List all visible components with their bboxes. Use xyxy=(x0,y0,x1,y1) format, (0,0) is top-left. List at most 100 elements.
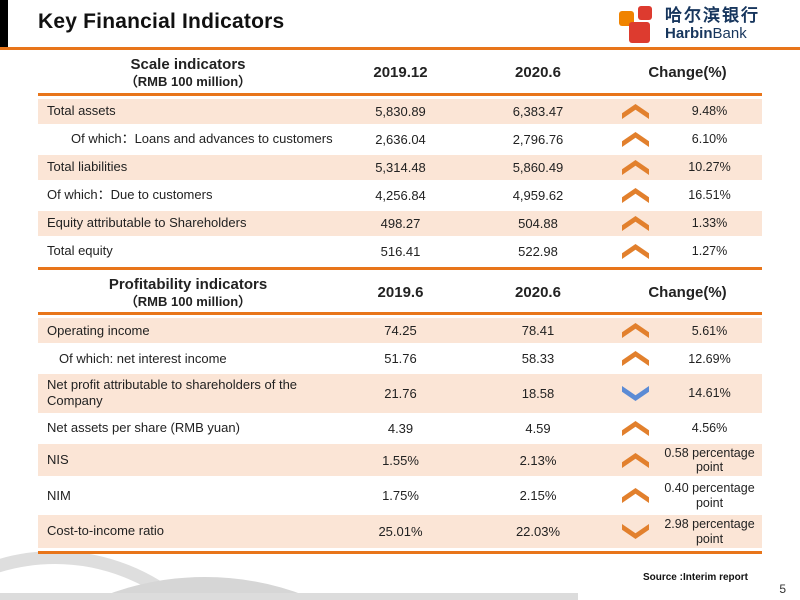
up-arrow-icon xyxy=(613,420,657,436)
change-cell: 6.10% xyxy=(613,130,762,149)
value-period-2: 22.03% xyxy=(515,524,561,540)
change-value-wrap: 0.58 percentage point xyxy=(657,446,762,475)
up-arrow-icon xyxy=(613,103,657,119)
logo-chinese-text: 哈尔滨银行 xyxy=(665,6,760,27)
down-arrow-icon xyxy=(613,385,657,401)
change-value: 12.69% xyxy=(688,351,731,366)
table-row: NIM 1.75% 2.15% 0.40 percentage point xyxy=(38,479,762,512)
up-arrow-icon xyxy=(613,131,657,147)
table-row: Of which：Loans and advances to customers… xyxy=(38,127,762,152)
value-period-1: 516.41 xyxy=(380,243,421,259)
change-value: 0.40 percentage point xyxy=(664,481,755,510)
change-value-wrap: 14.61% xyxy=(657,386,762,400)
bank-logo-icon xyxy=(619,6,657,44)
row-label: NIM xyxy=(47,487,71,503)
row-label: Operating income xyxy=(47,322,150,338)
change-value-wrap: 5.61% xyxy=(657,324,762,338)
value-period-1: 21.76 xyxy=(384,385,417,401)
change-cell: 14.61% xyxy=(613,384,762,403)
change-value-wrap: 1.33% xyxy=(657,216,762,230)
value-period-2: 18.58 xyxy=(521,385,555,401)
table-row: Equity attributable to Shareholders 498.… xyxy=(38,210,762,236)
harbin-bank-logo: 哈尔滨银行 HarbinBank xyxy=(619,6,760,44)
change-cell: 12.69% xyxy=(613,349,762,368)
change-cell: 1.27% xyxy=(613,242,762,261)
up-arrow-icon xyxy=(613,351,657,367)
change-value: 16.51% xyxy=(688,187,731,202)
content-area: Scale indicators （RMB 100 million） 2019.… xyxy=(38,56,762,554)
row-label: NIS xyxy=(47,451,69,467)
value-period-1: 51.76 xyxy=(384,351,417,367)
change-value-wrap: 10.27% xyxy=(657,160,762,174)
row-label: Of which: net interest income xyxy=(59,350,227,366)
change-value-wrap: 16.51% xyxy=(657,188,762,202)
logo-english-text: HarbinBank xyxy=(665,25,747,43)
table-title: Scale indicators xyxy=(130,56,246,73)
value-period-2: 522.98 xyxy=(518,243,558,259)
change-value: 9.48% xyxy=(691,103,728,118)
up-arrow-icon xyxy=(613,452,657,468)
column-header-change: Change(%) xyxy=(648,64,727,82)
change-value-wrap: 9.48% xyxy=(657,104,762,118)
change-cell: 0.58 percentage point xyxy=(613,444,762,477)
change-value-wrap: 6.10% xyxy=(657,132,762,146)
value-period-1: 4.39 xyxy=(387,420,414,436)
table-row: Net assets per share (RMB yuan) 4.39 4.5… xyxy=(38,416,762,441)
table-unit: （RMB 100 million） xyxy=(124,74,252,89)
change-value: 0.58 percentage point xyxy=(664,445,755,475)
table-row: Operating income 74.25 78.41 5.61% xyxy=(38,318,762,344)
value-period-1: 5,830.89 xyxy=(375,103,426,119)
value-period-1: 2,636.04 xyxy=(375,131,426,147)
bottom-bar xyxy=(0,593,578,600)
change-cell: 4.56% xyxy=(613,419,762,438)
value-period-2: 2.13% xyxy=(519,452,557,468)
column-header-change: Change(%) xyxy=(648,283,727,301)
table-row: NIS 1.55% 2.13% 0.58 percentage point xyxy=(38,443,762,477)
change-cell: 9.48% xyxy=(613,102,762,121)
table-unit: （RMB 100 million） xyxy=(124,293,252,309)
row-label: Total equity xyxy=(47,242,113,258)
row-label: Of which：Due to customers xyxy=(47,186,213,202)
scale-indicators-table: Scale indicators （RMB 100 million） 2019.… xyxy=(38,56,762,270)
change-value: 1.33% xyxy=(691,215,728,230)
table-header: Scale indicators （RMB 100 million） 2019.… xyxy=(38,56,762,96)
value-period-1: 4,256.84 xyxy=(375,187,426,203)
change-value-wrap: 4.56% xyxy=(657,421,762,435)
table-row: Of which: net interest income 51.76 58.3… xyxy=(38,346,762,371)
value-period-2: 504.88 xyxy=(518,215,558,231)
change-value: 5.61% xyxy=(691,323,728,338)
value-period-1: 1.55% xyxy=(382,452,419,468)
change-cell: 16.51% xyxy=(613,186,762,205)
up-arrow-icon xyxy=(613,323,657,339)
table-row: Net profit attributable to shareholders … xyxy=(38,374,762,413)
value-period-2: 6,383.47 xyxy=(512,103,564,119)
table-body: Operating income 74.25 78.41 5.61% Of wh… xyxy=(38,315,762,548)
table-row: Total equity 516.41 522.98 1.27% xyxy=(38,239,762,264)
value-period-1: 1.75% xyxy=(382,488,419,504)
change-value-wrap: 12.69% xyxy=(657,352,762,366)
profitability-indicators-table: Profitability indicators （RMB 100 millio… xyxy=(38,276,762,554)
table-title: Profitability indicators xyxy=(108,275,268,293)
change-value: 6.10% xyxy=(691,131,728,146)
title-underline xyxy=(0,47,800,50)
page-number: 5 xyxy=(779,582,786,596)
change-cell: 1.33% xyxy=(613,214,762,233)
value-period-2: 58.33 xyxy=(521,351,555,367)
column-header-2019-6: 2019.6 xyxy=(377,283,424,301)
column-header-2019-12: 2019.12 xyxy=(373,64,428,82)
row-label: Total assets xyxy=(47,102,116,118)
value-period-1: 498.27 xyxy=(380,215,421,231)
value-period-1: 74.25 xyxy=(384,323,417,339)
corner-accent-bar xyxy=(0,0,8,47)
table-row: Total liabilities 5,314.48 5,860.49 10.2… xyxy=(38,154,762,180)
change-value: 4.56% xyxy=(691,421,728,435)
change-value-wrap: 0.40 percentage point xyxy=(657,481,762,510)
row-label: Net assets per share (RMB yuan) xyxy=(47,420,240,436)
row-label: Equity attributable to Shareholders xyxy=(47,214,247,230)
change-value-wrap: 1.27% xyxy=(657,244,762,258)
value-period-1: 25.01% xyxy=(378,524,423,540)
row-label: Total liabilities xyxy=(47,158,128,174)
table-header: Profitability indicators （RMB 100 millio… xyxy=(38,276,762,316)
change-value: 1.27% xyxy=(691,243,728,258)
